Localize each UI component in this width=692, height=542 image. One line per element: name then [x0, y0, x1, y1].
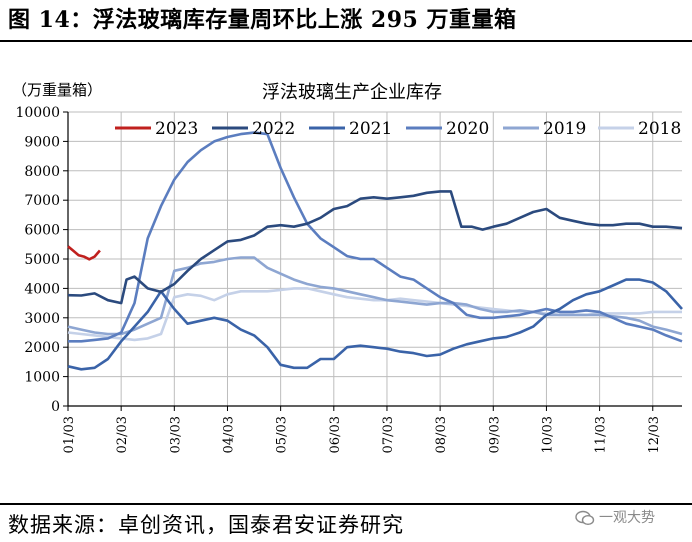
- axis-layer: 0 1000 2000 3000 4000 5000 6000 7000 8000 9000 100…: [15, 105, 682, 453]
- watermark-text: 一观大势: [599, 510, 655, 526]
- x-tick-label: 11/03: [594, 416, 609, 453]
- x-tick-label: 07/03: [381, 416, 396, 453]
- series-line-2019: [67, 256, 683, 336]
- series-layer: [67, 131, 683, 371]
- y-tick-label: 2000: [24, 340, 60, 356]
- series-line-2020: [68, 131, 683, 343]
- y-tick-label: 4000: [24, 281, 60, 297]
- y-tick-label: 10000: [15, 105, 60, 121]
- source-divider: [0, 503, 692, 505]
- legend-label-2021: 2021: [349, 119, 392, 139]
- legend-label-2022: 2022: [252, 119, 295, 139]
- legend-label-2019: 2019: [543, 119, 586, 139]
- y-tick-label: 7000: [24, 193, 60, 209]
- y-tick-label: 6000: [24, 223, 60, 239]
- y-tick-label: 1000: [24, 370, 60, 386]
- legend: 2023 2022 2021 2020 2019 2018: [115, 119, 681, 139]
- series-line-2021: [67, 278, 683, 371]
- grid-layer: [68, 111, 682, 406]
- x-tick-label: 12/03: [647, 416, 662, 453]
- legend-label-2023: 2023: [155, 119, 198, 139]
- data-source-note: 数据来源：卓创资讯，国泰君安证券研究: [8, 513, 404, 537]
- x-tick-label: 02/03: [115, 416, 130, 453]
- chart-title: 浮法玻璃生产企业库存: [262, 82, 442, 103]
- wechat-icon: [575, 510, 595, 526]
- x-tick-label: 05/03: [275, 416, 290, 453]
- x-tick-label: 03/03: [168, 416, 183, 453]
- figure-title: 图 14：浮法玻璃库存量周环比上涨 295 万重量箱: [8, 7, 517, 33]
- y-tick-label: 8000: [24, 164, 60, 180]
- legend-label-2020: 2020: [446, 119, 489, 139]
- series-line-2023: [67, 245, 101, 261]
- x-tick-label: 09/03: [487, 416, 502, 453]
- watermark: 一观大势: [575, 507, 655, 527]
- x-tick-label: 08/03: [434, 416, 449, 453]
- inventory-line-chart: 0 1000 2000 3000 4000 5000 6000 7000 8000 9000 100…: [12, 81, 683, 453]
- x-tick-label: 01/03: [62, 416, 77, 453]
- y-tick-label: 3000: [24, 311, 60, 327]
- y-tick-label: 9000: [24, 134, 60, 150]
- title-divider: [0, 40, 692, 42]
- x-tick-label: 06/03: [328, 416, 343, 453]
- x-tick-label: 04/03: [221, 416, 236, 453]
- x-tick-label: 10/03: [540, 416, 555, 453]
- series-line-2022: [67, 190, 683, 305]
- legend-label-2018: 2018: [638, 119, 681, 139]
- y-tick-label: 0: [51, 399, 60, 415]
- y-axis-label: （万重量箱）: [12, 81, 102, 99]
- y-tick-label: 5000: [24, 252, 60, 268]
